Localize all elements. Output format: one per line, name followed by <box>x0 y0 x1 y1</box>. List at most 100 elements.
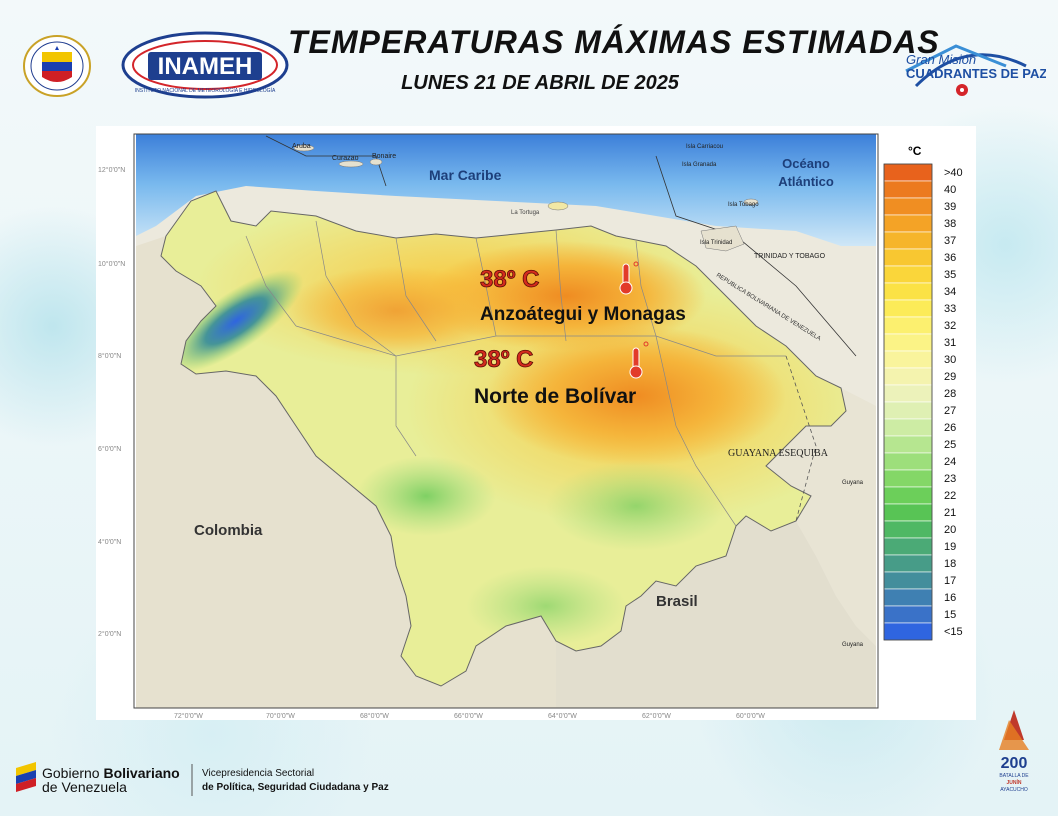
brasil-area <box>556 516 876 708</box>
badge-text1: BATALLA DE <box>999 773 1029 779</box>
legend-swatch <box>883 622 933 641</box>
legend-label: 34 <box>944 286 956 298</box>
annotation-anzoategui-monagas: 38º C Anzoátegui y Monagas <box>480 261 686 325</box>
gob-line1a: Gobierno <box>42 765 103 781</box>
inameh-logo: INAMEH INSTITUTO NACIONAL DE METEOROLOGÍ… <box>121 31 289 99</box>
venezuela-border <box>160 190 847 687</box>
legend-swatch <box>883 554 933 573</box>
legend-label: <15 <box>944 626 963 638</box>
lat-tick-12: 12°0'0"N <box>98 166 125 174</box>
gran-mision-line2: CUADRANTES DE PAZ <box>906 66 1046 81</box>
legend-label: 36 <box>944 252 956 264</box>
gob-line1b: Bolivariano <box>103 765 179 781</box>
temperature-legend: >40 40 39 38 37 36 35 34 33 32 31 30 29 28 27 26 25 24 23 2… <box>883 163 963 641</box>
legend-label: 26 <box>944 422 956 434</box>
legend-label: 38 <box>944 218 956 230</box>
lon-tick-60: 60°0'0"W <box>736 712 765 720</box>
annotation-norte-bolivar: 38º C Norte de Bolívar <box>474 341 649 408</box>
bicentenario-logo: 200 BATALLA DE JUNÍN AYACUCHO <box>999 710 1029 793</box>
graticule: 12°0'0"N 10°0'0"N 8°0'0"N 6°0'0"N 4°0'0"… <box>98 166 765 720</box>
isla-trinidad-label: Isla Trinidad <box>700 240 732 246</box>
inameh-logo-ring-text: INSTITUTO NACIONAL DE METEOROLOGÍA E HID… <box>135 87 276 94</box>
legend-swatch <box>883 333 933 352</box>
legend-label: 22 <box>944 490 956 502</box>
legend-label: 18 <box>944 558 956 570</box>
gobierno-footer: Gobierno Bolivariano de Venezuela Vicepr… <box>16 762 389 796</box>
bonaire-island <box>369 158 383 166</box>
annotation-1-place: Anzoátegui y Monagas <box>480 304 686 325</box>
guayana-label: GUAYANA ESEQUIBA <box>728 448 829 459</box>
colombia-area <box>136 236 576 708</box>
curazao-label: Curazao <box>332 155 359 162</box>
state-borders <box>245 220 786 527</box>
legend-swatch <box>883 588 933 607</box>
legend-swatch <box>883 367 933 386</box>
esequibo-claim-line <box>785 355 817 522</box>
legend-swatch <box>883 248 933 267</box>
badge-text2: JUNÍN <box>1006 778 1021 786</box>
legend-label: 40 <box>944 184 956 196</box>
legend-swatch <box>883 571 933 590</box>
legend-label: 27 <box>944 405 956 417</box>
lon-tick-72: 72°0'0"W <box>174 712 203 720</box>
legend-label: 29 <box>944 371 956 383</box>
legend-swatch <box>883 435 933 454</box>
gran-mision-logo: Gran Misión CUADRANTES DE PAZ <box>905 44 1046 96</box>
legend-label: 20 <box>944 524 956 536</box>
guyana-area <box>766 388 876 646</box>
sea <box>136 134 876 246</box>
temperature-map: 12°0'0"N 10°0'0"N 8°0'0"N 6°0'0"N 4°0'0"… <box>98 133 963 720</box>
lon-tick-66: 66°0'0"W <box>454 712 483 720</box>
lat-tick-4: 4°0'0"N <box>98 538 121 546</box>
page-title: TEMPERATURAS MÁXIMAS ESTIMADAS <box>288 24 940 60</box>
caribbean-border <box>265 135 387 187</box>
legend-label: 31 <box>944 337 956 349</box>
legend-label: 16 <box>944 592 956 604</box>
legend-label: 39 <box>944 201 956 213</box>
legend-swatch <box>883 537 933 556</box>
legend-swatch <box>883 214 933 233</box>
lat-tick-6: 6°0'0"N <box>98 445 121 453</box>
page-subtitle: LUNES 21 DE ABRIL DE 2025 <box>401 72 679 94</box>
legend-swatch <box>883 384 933 403</box>
legend-swatch <box>883 299 933 318</box>
trinidad-tobago-label: TRINIDAD Y TOBAGO <box>754 253 826 260</box>
inameh-logo-text: INAMEH <box>158 53 253 80</box>
guyana-label-1: Guyana <box>842 480 864 486</box>
aruba-label: Aruba <box>292 143 311 150</box>
badge-200: 200 <box>1001 755 1028 772</box>
vice-line1: Vicepresidencia Sectorial <box>202 768 314 779</box>
legend-label: >40 <box>944 167 963 179</box>
vice-line2: de Política, Seguridad Ciudadana y Paz <box>202 782 389 793</box>
lon-tick-70: 70°0'0"W <box>266 712 295 720</box>
badge-text3: AYACUCHO <box>1000 787 1028 793</box>
legend-label: 25 <box>944 439 956 451</box>
isla-tobago-label: Isla Tobago <box>728 202 759 208</box>
legend-label: 15 <box>944 609 956 621</box>
legend-swatch <box>883 605 933 624</box>
venezuela-flag-icon <box>16 762 36 792</box>
bonaire-label: Bonaire <box>372 153 396 160</box>
legend-swatch <box>883 231 933 250</box>
trinidad-island <box>700 225 745 252</box>
legend-swatch <box>883 180 933 199</box>
la-tortuga-label: La Tortuga <box>511 210 540 216</box>
margarita-island <box>547 201 569 211</box>
legend-label: 30 <box>944 354 956 366</box>
legend-unit: °C <box>908 144 922 158</box>
svg-text:Gobierno Bolivariano: Gobierno Bolivariano <box>42 765 180 781</box>
legend-label: 17 <box>944 575 956 587</box>
curazao-island <box>338 160 364 168</box>
legend-swatch <box>883 163 933 182</box>
oceano-label-1: Océano <box>782 156 830 171</box>
annotation-1-temp: 38º C <box>480 266 539 293</box>
legend-label: 23 <box>944 473 956 485</box>
legend-label: 32 <box>944 320 956 332</box>
legend-label: 35 <box>944 269 956 281</box>
legend-label: 33 <box>944 303 956 315</box>
map-panel: 12°0'0"N 10°0'0"N 8°0'0"N 6°0'0"N 4°0'0"… <box>96 126 976 720</box>
ministry-shield-logo <box>23 35 91 97</box>
isla-granada-label: Isla Granada <box>682 162 717 168</box>
map-border <box>133 133 879 709</box>
colombia-label: Colombia <box>194 522 263 539</box>
